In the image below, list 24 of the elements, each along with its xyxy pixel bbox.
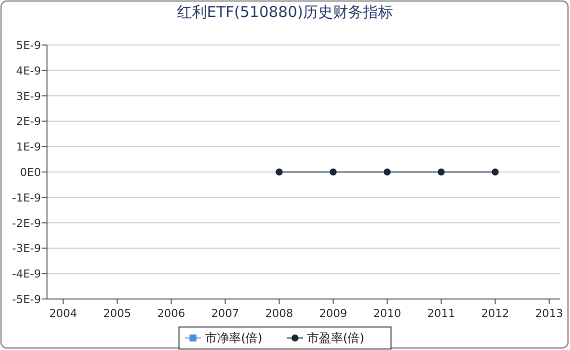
x-tick-label: 2011 [427, 307, 456, 320]
y-tick-label: 3E-9 [16, 90, 41, 103]
chart-title: 红利ETF(510880)历史财务指标 [176, 3, 394, 21]
y-tick-label: 0E0 [20, 166, 41, 179]
y-tick-label: -4E-9 [12, 268, 41, 281]
x-tick-label: 2012 [481, 307, 510, 320]
y-tick-label: 2E-9 [16, 115, 41, 128]
legend-label: 市盈率(倍) [307, 331, 364, 345]
y-tick-label: 4E-9 [16, 64, 41, 78]
y-tick-label: 1E-9 [16, 140, 41, 154]
x-tick-label: 2013 [535, 307, 564, 320]
legend-label: 市净率(倍) [205, 331, 262, 345]
x-tick-label: 2007 [211, 307, 240, 320]
x-tick-label: 2006 [157, 307, 186, 320]
x-tick-label: 2005 [103, 307, 132, 320]
y-tick-label: -1E-9 [12, 191, 41, 204]
x-tick-label: 2008 [265, 307, 294, 320]
y-tick-label: -3E-9 [12, 242, 41, 256]
x-tick-label: 2010 [373, 307, 402, 320]
y-tick-label: 5E-9 [16, 39, 41, 52]
x-tick-label: 2009 [319, 307, 348, 320]
y-tick-label: -2E-9 [12, 216, 41, 230]
y-tick-label: -5E-9 [12, 293, 41, 306]
x-tick-label: 2004 [49, 307, 78, 320]
